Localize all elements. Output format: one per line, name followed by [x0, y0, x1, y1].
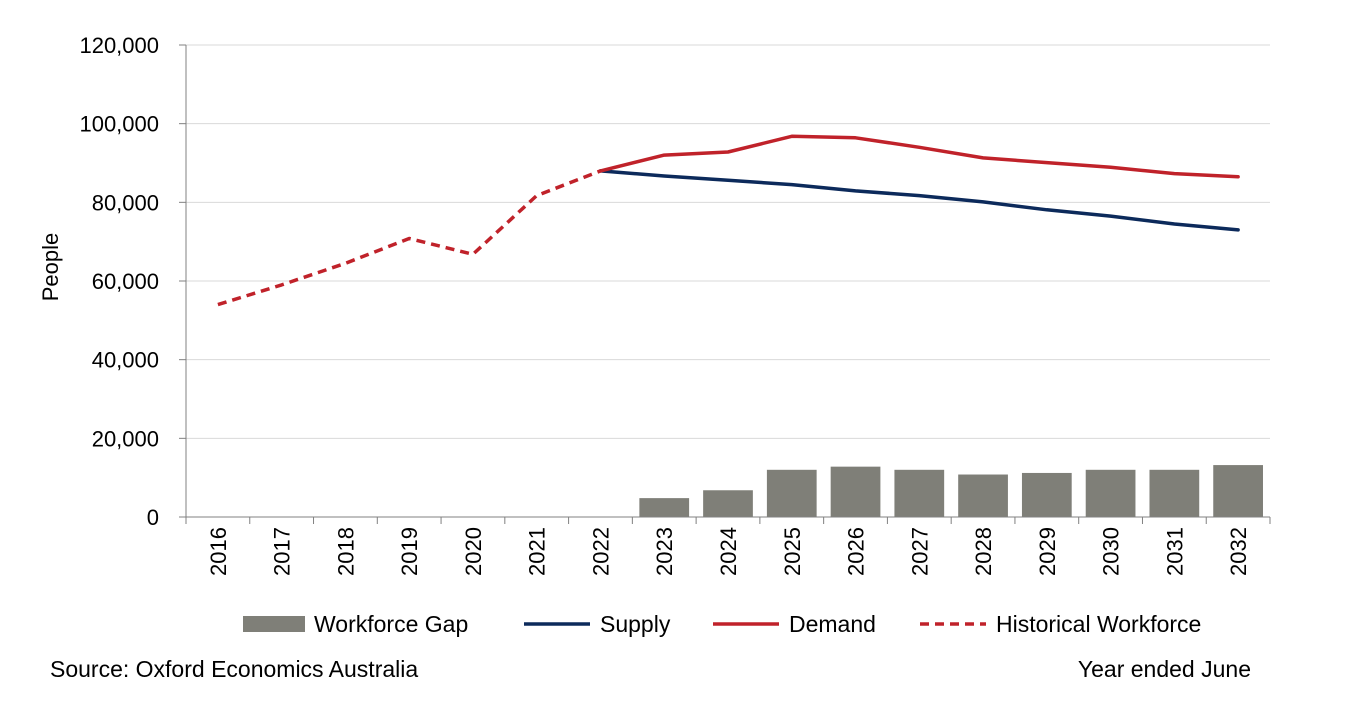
- bar-2027: [894, 469, 945, 517]
- workforce-chart: People 0 20,000 40,000 60,000 80,000 100,000 1…: [38, 33, 1271, 637]
- lines-layer: [217, 134, 1240, 307]
- x-tick-label-2027: 2027: [907, 527, 932, 576]
- gridlines: [186, 44, 1270, 439]
- x-tick-label-2021: 2021: [525, 527, 550, 576]
- bar-2029: [1021, 472, 1072, 517]
- x-tick-label-2018: 2018: [333, 527, 358, 576]
- x-tick-label-2029: 2029: [1035, 527, 1060, 576]
- line-demand: [598, 134, 1240, 179]
- x-tick-label-2022: 2022: [588, 527, 613, 576]
- y-tick-label-0: 0: [147, 505, 159, 530]
- x-tick-label-2017: 2017: [270, 527, 295, 576]
- bar-2031: [1149, 469, 1200, 517]
- line-supply: [598, 169, 1240, 232]
- legend-label-workforce-gap: Workforce Gap: [314, 611, 468, 637]
- x-tick-label-2028: 2028: [971, 527, 996, 576]
- y-tick-label-40000: 40,000: [92, 348, 159, 373]
- axes: 0 20,000 40,000 60,000 80,000 100,000 120,000 2…: [79, 33, 1271, 576]
- x-tick-label-2020: 2020: [461, 527, 486, 576]
- x-tick-label-2030: 2030: [1099, 527, 1124, 576]
- legend-label-supply: Supply: [600, 611, 671, 637]
- period-note: Year ended June: [1077, 656, 1251, 682]
- x-tick-label-2032: 2032: [1226, 527, 1251, 576]
- legend-label-historical-workforce: Historical Workforce: [996, 611, 1201, 637]
- bar-2030: [1085, 469, 1136, 517]
- legend: Workforce Gap Supply Demand Historical Work…: [243, 611, 1201, 637]
- x-tick-label-2031: 2031: [1162, 527, 1187, 576]
- y-tick-label-80000: 80,000: [92, 190, 159, 215]
- bar-2028: [958, 474, 1008, 517]
- x-tick-label-2023: 2023: [652, 527, 677, 576]
- bars-layer: [639, 465, 1263, 517]
- x-tick-label-2025: 2025: [780, 527, 805, 576]
- y-tick-label-20000: 20,000: [92, 426, 159, 451]
- x-tick-label-2026: 2026: [844, 527, 869, 576]
- y-tick-label-100000: 100,000: [79, 112, 159, 137]
- bar-2032: [1213, 465, 1263, 517]
- bar-2023: [639, 498, 690, 517]
- bar-2026: [830, 466, 881, 517]
- bar-2025: [766, 469, 817, 517]
- x-tick-label-2019: 2019: [397, 527, 422, 576]
- legend-label-demand: Demand: [789, 611, 876, 637]
- x-tick-label-2016: 2016: [206, 527, 231, 576]
- legend-swatch-workforce-gap: [243, 616, 305, 632]
- line-historical-workforce: [217, 169, 602, 307]
- source-note: Source: Oxford Economics Australia: [50, 656, 419, 682]
- bar-2024: [703, 490, 753, 517]
- y-axis-title: People: [38, 233, 63, 302]
- y-tick-label-60000: 60,000: [92, 269, 159, 294]
- x-tick-label-2024: 2024: [716, 527, 741, 576]
- y-tick-label-120000: 120,000: [79, 33, 159, 58]
